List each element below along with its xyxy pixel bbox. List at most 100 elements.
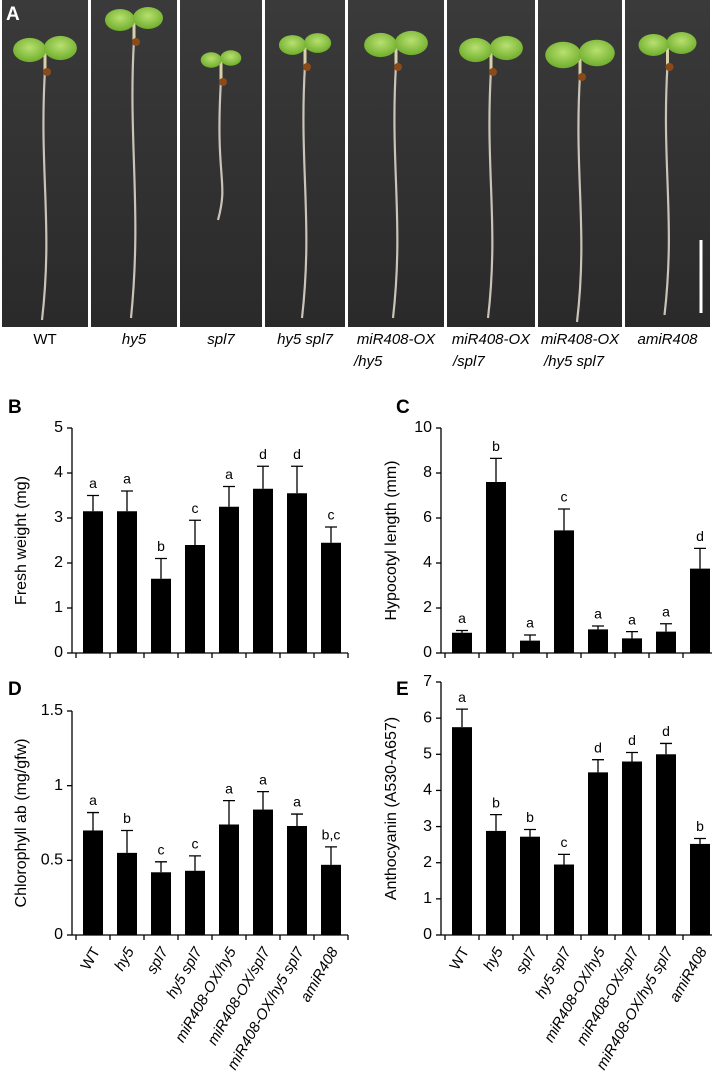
cotyledon	[105, 9, 135, 31]
y-tick-label: 1	[423, 890, 432, 907]
seed-coat	[578, 73, 586, 81]
significance-letter: a	[458, 610, 466, 626]
root	[300, 64, 308, 319]
bar	[83, 830, 103, 935]
significance-letter: a	[662, 603, 670, 619]
error-bar	[694, 837, 706, 844]
cotyledon	[364, 32, 398, 58]
significance-letter: a	[458, 689, 466, 705]
significance-letter: b	[157, 538, 165, 554]
error-bar	[524, 828, 536, 837]
cotyledon	[43, 35, 77, 61]
error-bar	[155, 861, 167, 873]
y-axis-label: Chlorophyll ab (mg/gfw)	[13, 739, 30, 908]
y-tick-label: 6	[423, 709, 432, 726]
significance-letter: a	[628, 611, 636, 627]
bar	[554, 864, 574, 935]
significance-letter: d	[293, 446, 301, 462]
genotype-label: miR408-OX	[357, 331, 436, 348]
bar	[287, 493, 307, 653]
y-tick-label: 0	[54, 926, 63, 943]
bar	[219, 824, 239, 935]
y-tick-label: 4	[423, 782, 432, 799]
significance-letter: a	[526, 615, 534, 631]
error-bar	[121, 829, 133, 853]
bar	[253, 488, 273, 653]
error-bar	[660, 623, 672, 632]
genotype-label: /hy5 spl7	[543, 353, 605, 370]
cotyledon	[304, 33, 332, 53]
genotype-label: hy5 spl7	[277, 331, 334, 348]
seed-coat	[219, 78, 227, 86]
y-tick-label: 0.5	[41, 852, 63, 869]
significance-letter: a	[89, 475, 97, 491]
seed-coat	[665, 63, 674, 71]
significance-letter: a	[123, 471, 131, 487]
y-tick-label: 3	[54, 509, 63, 526]
bar	[690, 568, 710, 653]
bar	[588, 629, 608, 653]
root	[486, 69, 494, 319]
seed-coat	[394, 63, 402, 71]
bar	[219, 506, 239, 653]
x-tick-label: hy5	[480, 944, 507, 974]
x-tick-label: WT	[447, 944, 473, 973]
bar	[151, 578, 171, 653]
cotyledon	[638, 34, 669, 56]
bar	[622, 761, 642, 935]
panel-label: A	[6, 4, 20, 25]
bar	[185, 545, 205, 653]
error-bar	[456, 629, 468, 633]
error-bar	[626, 630, 638, 639]
x-tick-label: spl7	[512, 944, 541, 977]
y-tick-label: 10	[414, 419, 432, 436]
bar	[83, 511, 103, 653]
significance-letter: c	[192, 836, 199, 852]
y-tick-label: 4	[54, 464, 63, 481]
root	[129, 39, 137, 319]
bar	[452, 727, 472, 935]
error-bar	[257, 465, 269, 489]
error-bar	[257, 790, 269, 810]
y-axis-label: Fresh weight (mg)	[13, 476, 30, 605]
significance-letter: a	[89, 792, 97, 808]
genotype-label: hy5	[122, 331, 147, 348]
error-bar	[189, 855, 201, 871]
error-bar	[558, 853, 570, 865]
significance-letter: b	[526, 809, 534, 825]
significance-letter: d	[628, 732, 636, 748]
y-tick-label: 0	[423, 926, 432, 943]
significance-letter: b	[696, 818, 704, 834]
error-bar	[223, 799, 235, 825]
genotype-label: miR408-OX	[541, 331, 620, 348]
panel-label: E	[396, 679, 409, 700]
bar	[486, 482, 506, 653]
cotyledon	[666, 32, 697, 54]
significance-letter: b,c	[322, 827, 341, 843]
bar	[287, 825, 307, 935]
significance-letter: a	[594, 606, 602, 622]
bar	[554, 530, 574, 653]
y-tick-label: 4	[423, 554, 432, 571]
y-tick-label: 8	[423, 464, 432, 481]
error-bar	[694, 547, 706, 569]
y-tick-label: 1	[54, 777, 63, 794]
seedling-photos	[2, 0, 710, 327]
error-bar	[291, 813, 303, 826]
seed-coat	[303, 63, 311, 71]
bar	[117, 852, 137, 935]
error-bar	[155, 557, 167, 579]
error-bar	[660, 742, 672, 755]
y-tick-label: 7	[423, 673, 432, 690]
y-tick-label: 6	[423, 509, 432, 526]
y-tick-label: 2	[423, 854, 432, 871]
bar	[321, 542, 341, 653]
bar	[321, 864, 341, 935]
root	[663, 64, 670, 316]
y-tick-label: 2	[423, 599, 432, 616]
x-tick-label: spl7	[143, 944, 172, 977]
error-bar	[558, 508, 570, 531]
significance-letter: a	[225, 780, 233, 796]
cotyledon	[220, 50, 242, 66]
y-tick-label: 1.5	[41, 702, 63, 719]
